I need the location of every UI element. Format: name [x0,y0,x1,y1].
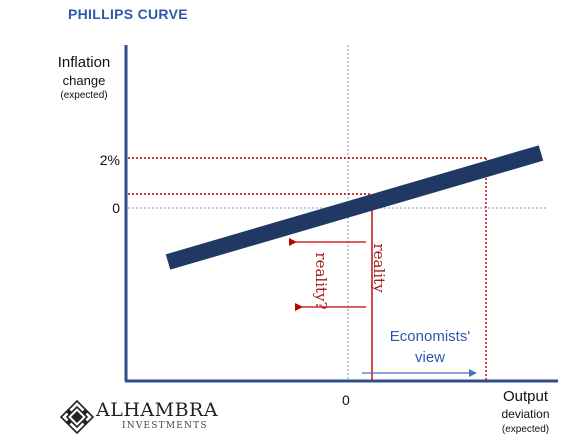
phillips-curve-line [165,145,544,270]
y-tick-zero: 0 [112,200,120,216]
x-tick-zero: 0 [342,392,350,408]
y-tick-2pct: 2% [99,152,120,168]
economists-view-line2: view [414,349,445,366]
reality-question-label: reality? [306,246,336,316]
reality-label: reality [364,238,394,298]
x-axis-title: Output deviation (expected) [478,388,573,436]
y-axis-title: Inflation change (expected) [44,54,124,102]
economists-view-line1: Economists' [389,328,471,345]
logo-name: ALHAMBRA [96,399,219,421]
reality-question-label-text: reality? [312,252,330,310]
x-axis-title-line1: Output [502,388,549,405]
alhambra-logo: ALHAMBRA INVESTMENTS [60,398,240,438]
logo-subtitle: INVESTMENTS [122,421,208,431]
x-axis-title-line2: deviation [501,407,550,421]
y-axis-title-line3: (expected) [60,90,108,101]
reality-label-text: reality [370,243,388,293]
alhambra-diamond-icon [60,400,94,434]
x-axis-title-line3: (expected) [501,424,550,435]
y-axis-title-line1: Inflation [57,54,111,71]
chart-title: PHILLIPS CURVE [68,6,188,22]
y-axis-title-line2: change [62,73,106,88]
economists-view-label: Economists' view [372,326,488,368]
